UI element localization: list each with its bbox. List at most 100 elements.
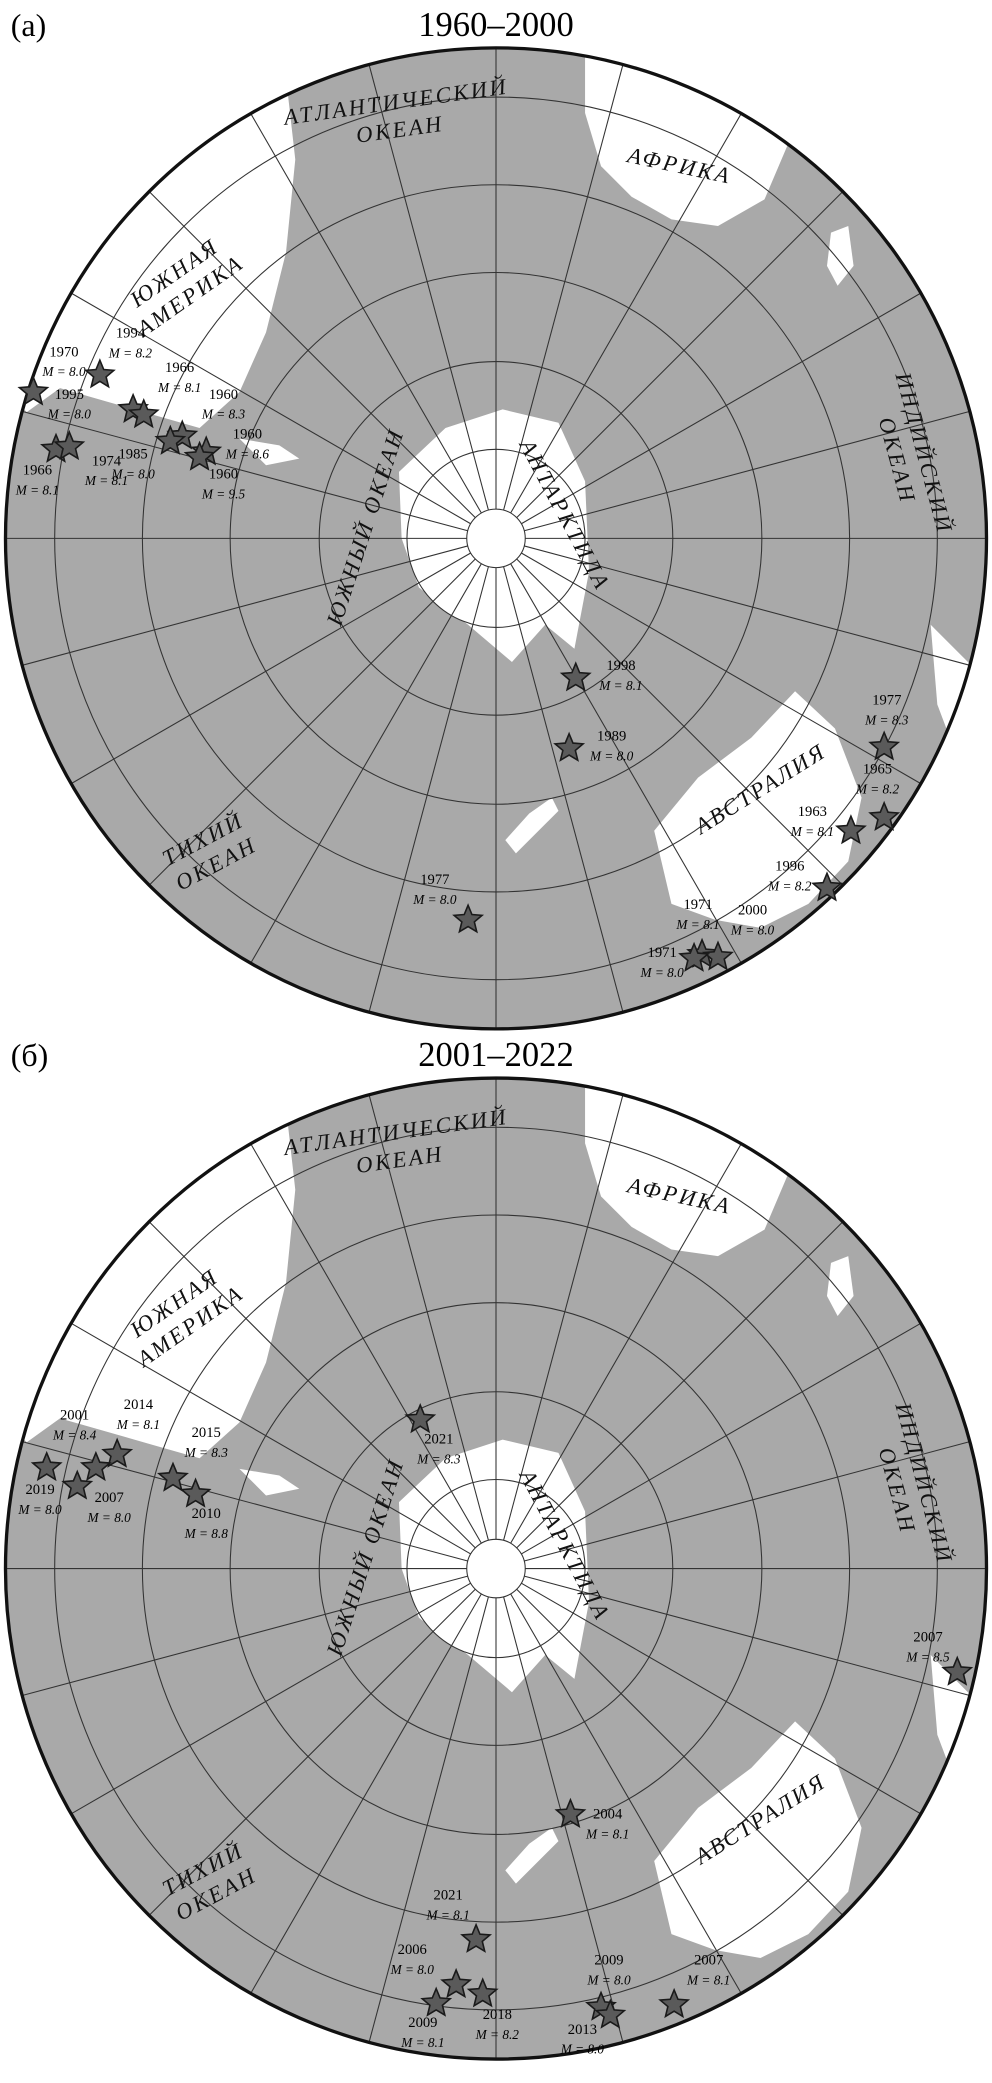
- meridian: [250, 1143, 482, 1544]
- event-year: 1998: [606, 658, 635, 674]
- event-year: 2014: [124, 1397, 154, 1413]
- meridian: [521, 1582, 922, 1815]
- event-year: 2019: [25, 1482, 54, 1498]
- event-magnitude: M = 8.1: [585, 1826, 629, 1841]
- event-year: 2000: [738, 903, 767, 919]
- meridian: [70, 552, 471, 785]
- map-panel: (а) 1960–2000АТЛАНТИЧЕСКИЙОКЕАНАФРИКАЮЖНА…: [3, 6, 989, 1031]
- land: [505, 1827, 559, 1884]
- earthquake-star: [811, 871, 843, 902]
- event-year: 1977: [420, 872, 449, 888]
- event-year: 1960: [209, 467, 238, 483]
- meridian: [521, 1322, 922, 1555]
- event-year: 2006: [398, 1942, 427, 1958]
- panel-title: 2001–2022: [418, 1036, 573, 1074]
- parallel: [141, 184, 851, 893]
- event-year: 1971: [683, 897, 712, 913]
- event-year: 1960: [209, 387, 238, 403]
- meridian: [503, 566, 624, 1013]
- event-magnitude: M = 8.0: [390, 1962, 435, 1977]
- event-year: 2015: [192, 1425, 221, 1441]
- event-magnitude: M = 8.4: [52, 1428, 97, 1443]
- map-panel: (б) 2001–2022АТЛАНТИЧЕСКИЙОКЕАНАФРИКАЮЖНА…: [3, 1036, 989, 2061]
- land: [239, 438, 300, 466]
- event-year: 1974: [92, 453, 122, 469]
- event-year: 1966: [23, 463, 52, 479]
- meridian: [510, 113, 742, 514]
- parallel: [466, 508, 526, 569]
- event-magnitude: M = 8.5: [905, 1650, 950, 1665]
- earthquake-star: [594, 1998, 627, 2029]
- event-magnitude: M = 8.2: [108, 346, 153, 361]
- earthquake-star: [154, 424, 187, 455]
- event-magnitude: M = 8.1: [675, 917, 719, 932]
- event-year: 1995: [55, 387, 84, 403]
- earthquake-star: [554, 1797, 587, 1828]
- event-year: 2018: [483, 2007, 512, 2023]
- event-year: 2009: [408, 2015, 437, 2031]
- earthquake-star: [868, 800, 901, 832]
- meridian: [368, 1596, 489, 2043]
- earthquake-star: [440, 1967, 473, 1999]
- event-magnitude: M = 8.0: [730, 922, 775, 937]
- meridian: [148, 1588, 476, 1916]
- meridian: [516, 558, 844, 886]
- earthquake-star: [179, 1477, 212, 1508]
- event-magnitude: M = 8.3: [416, 1452, 461, 1467]
- earthquake-star: [404, 1402, 437, 1434]
- meridian: [250, 563, 482, 964]
- meridian: [22, 410, 468, 532]
- earthquake-star: [127, 398, 160, 429]
- event-magnitude: M = 8.2: [475, 2027, 520, 2042]
- meridian: [70, 1582, 471, 1815]
- meridian: [510, 1143, 742, 1544]
- parallel: [141, 1214, 851, 1923]
- event-magnitude: M = 8.0: [640, 965, 685, 980]
- land: [654, 691, 862, 928]
- event-magnitude: M = 8.1: [157, 380, 201, 395]
- earthquake-star: [941, 1655, 974, 1686]
- earthquake-star: [834, 814, 867, 845]
- earthquake-star: [868, 730, 901, 761]
- earthquake-star: [61, 1469, 94, 1500]
- meridian: [524, 1441, 970, 1562]
- parallel: [318, 1391, 674, 1746]
- event-year: 1966: [165, 360, 194, 376]
- meridian: [516, 1588, 844, 1916]
- event-magnitude: M = 8.0: [47, 407, 92, 422]
- event-year: 1963: [798, 804, 827, 820]
- meridian: [22, 1575, 468, 1697]
- event-magnitude: M = 8.3: [201, 407, 246, 422]
- earthquake-star: [466, 1977, 499, 2008]
- meridian: [368, 566, 489, 1013]
- earthquake-star: [17, 375, 50, 406]
- event-magnitude: M = 8.0: [17, 1502, 62, 1517]
- earthquake-star: [559, 661, 592, 692]
- meridian: [503, 64, 624, 511]
- land: [13, 77, 296, 429]
- event-magnitude: M = 8.0: [412, 892, 457, 907]
- event-magnitude: M = 9.5: [201, 486, 246, 501]
- event-magnitude: M = 8.2: [855, 782, 900, 797]
- event-year: 1971: [648, 945, 677, 961]
- event-year: 1960: [233, 427, 262, 443]
- meridian: [368, 64, 489, 511]
- event-magnitude: M = 8.1: [116, 1417, 160, 1432]
- event-magnitude: M = 8.0: [586, 1973, 631, 1988]
- meridian: [148, 1221, 476, 1549]
- event-year: 1965: [863, 762, 892, 778]
- earthquake-star: [460, 1922, 493, 1953]
- event-magnitude: M = 8.1: [790, 824, 834, 839]
- meridian: [516, 1221, 844, 1549]
- meridian: [250, 1593, 482, 1994]
- graticule: [5, 47, 987, 1029]
- parallel: [229, 1302, 763, 1835]
- event-year: 1989: [597, 728, 626, 744]
- parallel: [229, 271, 763, 805]
- earthquake-star: [157, 1461, 189, 1492]
- event-year: 2007: [694, 1953, 723, 1969]
- event-magnitude: M = 8.1: [15, 482, 59, 497]
- event-magnitude: M = 8.3: [184, 1445, 229, 1460]
- meridian: [516, 191, 844, 519]
